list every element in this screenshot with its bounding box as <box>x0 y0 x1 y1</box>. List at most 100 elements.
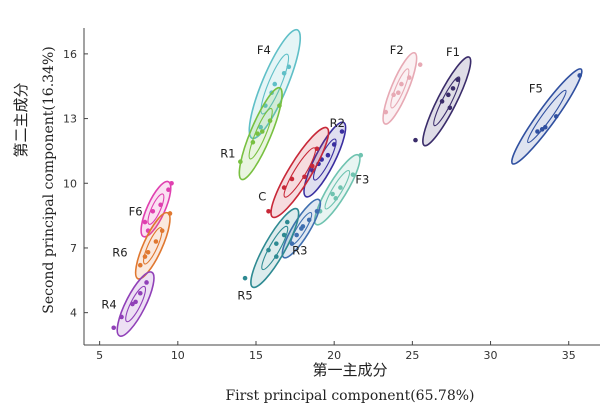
point-f3-2 <box>330 191 335 197</box>
point-f4-5 <box>258 124 263 130</box>
point-f1-6 <box>447 105 453 111</box>
point-f6-3 <box>158 202 163 208</box>
point-r2-5 <box>339 129 345 134</box>
point-r1-4 <box>267 118 273 124</box>
y-tick-label: 4 <box>70 307 77 320</box>
point-f1-2 <box>439 99 445 104</box>
point-f2-6 <box>395 90 401 95</box>
y-tick-label: 13 <box>63 113 77 126</box>
point-f5-4 <box>553 114 559 119</box>
group-label-r5: R5 <box>237 289 252 303</box>
point-r5-4 <box>281 232 287 238</box>
ellipse-inner-r5 <box>261 225 289 271</box>
y-tick-label: 10 <box>63 177 77 190</box>
ellipse-inner-f2 <box>390 68 410 109</box>
group-label-f3: F3 <box>355 172 369 186</box>
ellipse-outer-r2 <box>303 121 347 198</box>
point-r6-4 <box>159 228 165 234</box>
point-r6-5 <box>167 211 173 216</box>
point-f3-5 <box>358 152 364 158</box>
point-r3-5 <box>314 208 320 214</box>
ellipse-inner-r6 <box>143 227 163 265</box>
point-c-1 <box>266 208 271 214</box>
point-c-5 <box>309 163 315 169</box>
point-f1-1 <box>413 137 418 143</box>
x-tick-label: 10 <box>171 349 185 362</box>
x-tick-label: 25 <box>405 349 419 362</box>
group-label-r4: R4 <box>101 297 116 311</box>
x-axis-title-en: First principal component(65.78%) <box>225 388 474 404</box>
point-r6-3 <box>153 239 159 244</box>
point-r1-3 <box>259 129 265 134</box>
x-tick-label: 35 <box>562 349 576 362</box>
point-r1-1 <box>238 159 243 165</box>
x-tick-label: 30 <box>484 349 498 362</box>
point-f3-3 <box>338 185 343 190</box>
group-label-r3: R3 <box>292 243 307 257</box>
point-r5-5 <box>284 219 290 225</box>
ellipse-outer-f1 <box>422 56 472 147</box>
point-f5-1 <box>535 129 540 134</box>
ellipse-outer-f5 <box>511 68 583 165</box>
point-r6-6 <box>142 254 148 259</box>
point-f6-1 <box>142 219 148 225</box>
point-f2-4 <box>406 75 412 80</box>
point-r2-4 <box>331 142 337 147</box>
point-c-3 <box>289 176 295 182</box>
point-f6-2 <box>150 208 156 214</box>
point-r3-4 <box>306 217 312 223</box>
point-f4-4 <box>286 64 292 70</box>
group-label-f4: F4 <box>257 43 271 57</box>
axes: 5 10 15 20 25 30 35 4 7 10 13 16 <box>63 28 600 362</box>
point-f2-5 <box>417 62 423 67</box>
ellipse-outer-f2 <box>382 51 418 125</box>
point-f1-5 <box>455 77 461 83</box>
point-r3-6 <box>299 226 304 231</box>
y-tick-label: 16 <box>63 48 77 61</box>
ellipse-inner-f4 <box>260 53 290 115</box>
point-r1-5 <box>277 103 282 108</box>
ellipse-outer-f3 <box>313 153 361 226</box>
point-f1-3 <box>446 92 451 98</box>
point-r3-1 <box>289 241 295 246</box>
ellipse-inner-f3 <box>324 169 351 210</box>
point-f4-2 <box>272 81 278 87</box>
ellipse-inner-f6 <box>147 193 165 225</box>
point-r1-2 <box>250 139 256 145</box>
group-label-f1: F1 <box>446 45 460 59</box>
point-f3-4 <box>350 172 356 177</box>
ellipse-outer-r5 <box>250 207 300 289</box>
ellipse-inner-f5 <box>527 89 567 144</box>
group-label-f2: F2 <box>390 43 404 57</box>
point-f5-5 <box>577 73 582 78</box>
point-f5-3 <box>542 124 548 130</box>
point-f2-1 <box>383 109 389 115</box>
point-c-2 <box>281 185 287 190</box>
x-axis-title-cn: 第一主成分 <box>312 361 387 379</box>
y-axis-title-cn: 第二主成分 <box>12 82 30 157</box>
point-r5-3 <box>274 241 279 246</box>
point-r5-2 <box>266 247 271 253</box>
plot-area <box>111 28 583 337</box>
point-f4-3 <box>281 70 287 76</box>
group-label-f6: F6 <box>129 205 143 219</box>
x-tick-label: 20 <box>327 349 341 362</box>
ellipse-outer-c <box>270 126 330 219</box>
ellipse-inner-r4 <box>125 285 147 323</box>
point-r6-1 <box>137 262 143 268</box>
group-label-r1: R1 <box>220 146 235 160</box>
point-r5-1 <box>242 275 248 281</box>
point-f2-3 <box>399 81 404 87</box>
x-tick-label: 5 <box>96 349 103 362</box>
point-f3-6 <box>333 196 339 201</box>
point-r4-5 <box>144 280 149 285</box>
point-r4-1 <box>111 325 117 331</box>
point-r2-3 <box>325 152 331 158</box>
y-axis-title-en: Second principal component(16.34%) <box>41 46 57 313</box>
point-r1-6 <box>255 131 260 136</box>
group-label-r6: R6 <box>112 246 127 260</box>
x-tick-label: 15 <box>249 349 263 362</box>
point-r3-2 <box>294 232 299 238</box>
point-r4-4 <box>137 290 143 296</box>
